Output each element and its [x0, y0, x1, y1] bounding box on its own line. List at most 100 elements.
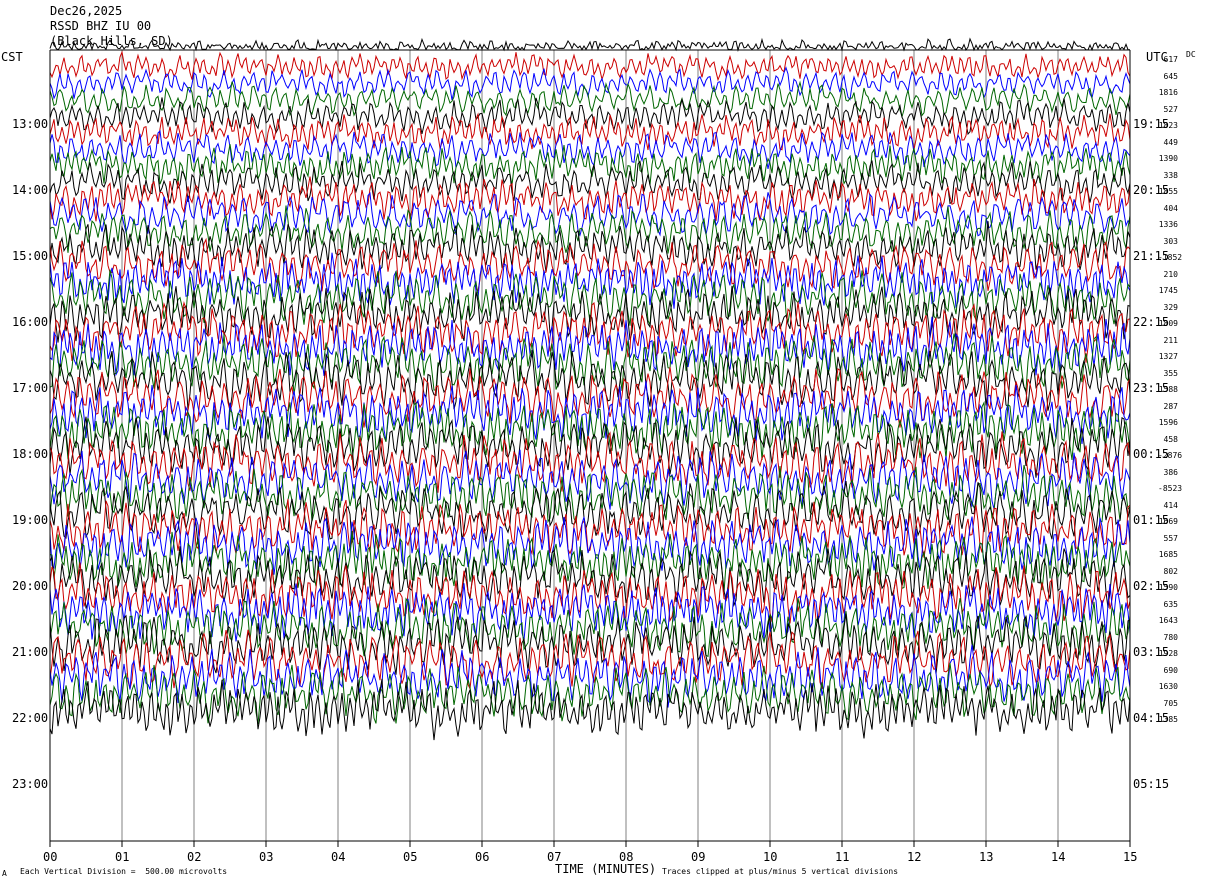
right-hour-label: 19:15 [1133, 117, 1170, 131]
dc-offset-label: 404 [1163, 203, 1178, 213]
trace-line [49, 285, 1131, 343]
left-hour-label: 13:00 [12, 117, 49, 131]
dc-offset-label: 1596 [1158, 418, 1178, 427]
x-tick-label: 03 [259, 850, 274, 864]
x-tick-label: 08 [619, 850, 634, 864]
x-tick-label: 14 [1051, 850, 1066, 864]
trace-line [49, 144, 1131, 186]
trace-line [49, 400, 1131, 460]
trace-line [49, 516, 1131, 575]
dc-offset-label: -2876 [1158, 451, 1183, 460]
dc-offset-label: 1809 [1158, 319, 1178, 328]
left-hour-label: 21:00 [12, 645, 49, 659]
dc-offset-label: 1823 [1158, 121, 1178, 130]
dc-offset-label: 1630 [1158, 682, 1178, 691]
dc-offset-label: 1336 [1158, 220, 1178, 229]
trace-line [49, 583, 1131, 642]
dc-offset-label: 1685 [1158, 550, 1178, 559]
trace-line [49, 97, 1131, 136]
x-tick-label: 10 [763, 850, 778, 864]
right-hour-label: 21:15 [1133, 249, 1170, 263]
right-hour-label: 04:15 [1133, 711, 1170, 725]
dc-offset-label: 210 [1163, 269, 1178, 279]
dc-offset-label: 617 [1163, 55, 1178, 64]
x-tick-label: 02 [187, 850, 202, 864]
corner-mark: A [2, 869, 7, 878]
dc-offset-label: 705 [1163, 698, 1178, 708]
trace-line [49, 176, 1131, 222]
left-hour-label: 15:00 [12, 249, 49, 263]
left-hour-label: 23:00 [12, 777, 49, 791]
right-hour-label: 20:15 [1133, 183, 1170, 197]
right-hour-label: 22:15 [1133, 315, 1170, 329]
trace-line [49, 269, 1131, 327]
trace-line [49, 50, 1131, 82]
scale-note: Each Vertical Division = 500.00 microvol… [20, 867, 228, 876]
dc-offset-label: 458 [1163, 434, 1178, 444]
seismic-traces [49, 37, 1131, 741]
right-hour-label: 03:15 [1133, 645, 1170, 659]
plot-frame [49, 49, 1131, 842]
trace-line [49, 37, 1131, 52]
x-tick-label: 13 [979, 850, 994, 864]
clipping-note: Traces clipped at plus/minus 5 vertical … [662, 867, 899, 876]
x-tick-label: 07 [547, 850, 562, 864]
dc-offset-label: 557 [1163, 533, 1178, 543]
dc-offset-label: 287 [1163, 401, 1178, 411]
dc-offset-label: 449 [1163, 137, 1178, 147]
trace-line [49, 221, 1131, 273]
dc-offset-label: 1590 [1158, 583, 1178, 592]
x-tick-label: 01 [115, 850, 130, 864]
trace-line [49, 663, 1131, 725]
trace-line [49, 252, 1131, 309]
x-tick-label: 05 [403, 850, 418, 864]
right-hour-label: 00:15 [1133, 447, 1170, 461]
dc-offset-label: 414 [1163, 500, 1178, 510]
dc-offset-label: 1390 [1158, 154, 1178, 163]
trace-line [49, 160, 1131, 205]
dc-offset-label: 527 [1163, 104, 1178, 114]
x-tick-label: 04 [331, 850, 346, 864]
trace-line [49, 464, 1131, 525]
dc-offset-label: 1745 [1158, 286, 1178, 295]
dc-column-label: DC [1186, 50, 1196, 59]
dc-offset-label: 329 [1163, 302, 1178, 312]
right-hour-label: 23:15 [1133, 381, 1170, 395]
trace-line [49, 380, 1131, 445]
dc-offset-label: 1816 [1158, 88, 1178, 97]
left-hour-label: 17:00 [12, 381, 49, 395]
x-tick-label: 00 [43, 850, 58, 864]
trace-line [49, 562, 1131, 624]
dc-offset-label: 355 [1163, 368, 1178, 378]
header-station: RSSD BHZ IU 00 [50, 19, 152, 33]
dc-offset-label: 635 [1163, 599, 1178, 609]
dc-offset-label: 1855 [1158, 187, 1178, 196]
dc-offset-label: 1928 [1158, 649, 1178, 658]
x-tick-label: 12 [907, 850, 922, 864]
trace-line [49, 629, 1131, 691]
trace-line [49, 546, 1131, 609]
trace-line [49, 112, 1131, 151]
dc-offset-label: -8523 [1158, 484, 1183, 493]
right-hour-label: 05:15 [1133, 777, 1170, 791]
dc-offset-label: 386 [1163, 467, 1178, 477]
dc-offset-label: 211 [1163, 335, 1178, 345]
header-date: Dec26,2025 [50, 4, 123, 18]
trace-line [49, 431, 1131, 493]
dc-offset-label: 338 [1163, 170, 1178, 180]
trace-line [49, 613, 1131, 675]
trace-line [49, 66, 1131, 101]
dc-offset-label: 802 [1163, 566, 1178, 576]
left-hour-label: 22:00 [12, 711, 49, 725]
dc-offset-label: 1669 [1158, 517, 1178, 526]
trace-line [49, 416, 1131, 478]
x-axis-ticks [49, 841, 1131, 847]
trace-line [49, 597, 1131, 658]
trace-line [49, 530, 1131, 593]
trace-line [49, 333, 1131, 395]
dc-offset-label: 1643 [1158, 616, 1178, 625]
left-hour-label: 20:00 [12, 579, 49, 593]
left-hour-label: 18:00 [12, 447, 49, 461]
x-tick-label: 06 [475, 850, 490, 864]
